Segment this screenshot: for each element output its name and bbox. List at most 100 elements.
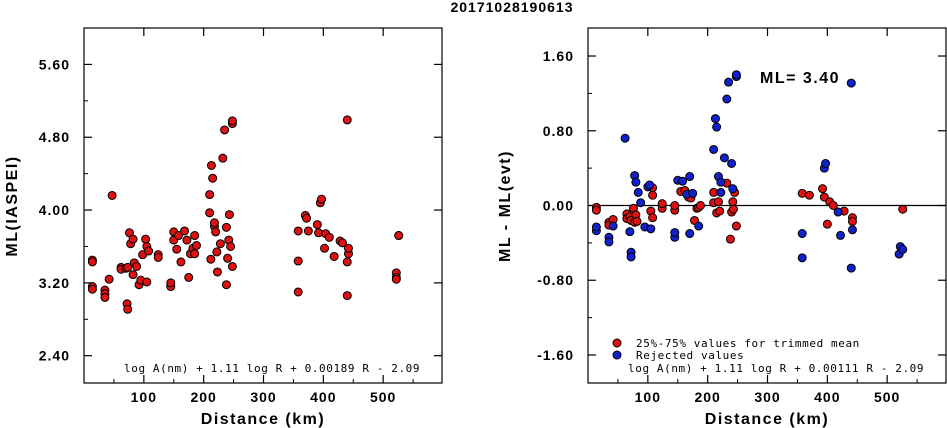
formula-right: log A(nm) + 1.11 log R + 0.00111 R - 2.0… — [628, 362, 924, 375]
data-point-accepted — [293, 256, 303, 266]
data-point-accepted — [221, 222, 231, 232]
x-axis-label-right: Distance (km) — [705, 411, 829, 428]
data-point-accepted — [302, 213, 312, 223]
data-point-accepted — [312, 220, 322, 230]
data-point-accepted — [184, 272, 194, 282]
x-axis-label-left: Distance (km) — [201, 411, 325, 428]
legend-marker-rejected — [612, 350, 622, 360]
data-point-rejected — [712, 122, 722, 132]
y-tick-label-left: 5.60 — [39, 56, 70, 72]
data-point-accepted — [221, 280, 231, 290]
data-point-rejected — [709, 144, 719, 154]
data-point-accepted — [725, 234, 735, 244]
legend-marker-accepted — [612, 338, 622, 348]
data-point-accepted — [166, 278, 176, 288]
data-point-accepted — [206, 254, 216, 264]
data-point-rejected — [636, 198, 646, 208]
data-point-accepted — [144, 246, 154, 256]
data-point-accepted — [212, 247, 222, 257]
data-point-rejected — [678, 176, 688, 186]
data-point-accepted — [695, 201, 705, 210]
y-tick-label-right: 0.80 — [543, 123, 574, 139]
figure-title: 20171028190613 — [450, 0, 573, 15]
y-tick-label-left: 2.40 — [39, 348, 70, 364]
data-point-accepted — [205, 190, 215, 200]
data-point-rejected — [846, 263, 856, 273]
data-point-accepted — [220, 125, 230, 135]
data-point-accepted — [212, 267, 222, 277]
data-point-accepted — [153, 252, 163, 262]
x-tick-label-right: 200 — [694, 389, 720, 405]
data-point-accepted — [804, 190, 814, 200]
data-point-rejected — [694, 221, 704, 231]
ml-annotation: ML= 3.40 — [760, 70, 840, 87]
data-point-rejected — [626, 252, 636, 262]
data-point-rejected — [620, 133, 630, 143]
data-point-rejected — [710, 114, 720, 124]
data-point-accepted — [123, 262, 133, 272]
data-point-accepted — [208, 173, 218, 183]
x-tick-label-right: 500 — [874, 389, 900, 405]
data-point-accepted — [206, 160, 216, 170]
data-point-rejected — [608, 221, 618, 231]
data-point-accepted — [728, 204, 738, 214]
data-point-accepted — [591, 205, 601, 215]
data-point-accepted — [227, 116, 237, 126]
data-point-accepted — [293, 287, 303, 297]
chart-right: ML= 3.40 25%-75% values for trimmed mean… — [497, 27, 947, 428]
data-point-accepted — [632, 216, 642, 226]
data-point-accepted — [731, 221, 741, 231]
data-point-accepted — [648, 190, 658, 200]
x-tick-label-right: 100 — [635, 389, 661, 405]
data-point-accepted — [224, 210, 234, 220]
data-point-accepted — [715, 206, 725, 216]
data-point-accepted — [728, 197, 738, 207]
data-point-rejected — [591, 222, 601, 232]
data-point-accepted — [670, 201, 680, 210]
data-point-rejected — [688, 188, 698, 198]
legend-label-rejected: Rejected values — [636, 349, 744, 362]
data-point-accepted — [391, 274, 401, 284]
plot-frame-left — [83, 27, 443, 384]
data-point-rejected — [835, 230, 845, 240]
data-point-accepted — [657, 199, 667, 209]
data-point-accepted — [211, 227, 221, 237]
data-point-accepted — [87, 257, 97, 267]
data-point-accepted — [180, 226, 190, 236]
data-point-rejected — [846, 78, 856, 88]
formula-left: log A(nm) + 1.11 log R + 0.00189 R - 2.0… — [124, 362, 420, 375]
data-point-rejected — [728, 184, 738, 194]
data-point-accepted — [104, 274, 114, 284]
x-tick-label-left: 200 — [190, 389, 216, 405]
data-point-accepted — [205, 208, 215, 218]
data-point-rejected — [685, 229, 695, 239]
data-point-accepted — [172, 244, 182, 254]
y-tick-label-right: 1.60 — [543, 48, 574, 64]
y-axis-label-right: ML - ML(evt) — [497, 150, 514, 262]
data-point-rejected — [797, 229, 807, 239]
data-point-rejected — [604, 237, 614, 247]
data-point-accepted — [176, 257, 186, 267]
data-point-accepted — [174, 231, 184, 241]
data-point-accepted — [713, 197, 723, 207]
data-point-accepted — [142, 277, 152, 287]
x-tick-label-right: 300 — [754, 389, 780, 405]
data-point-accepted — [191, 241, 201, 251]
x-tick-label-right: 400 — [814, 389, 840, 405]
data-point-rejected — [685, 172, 695, 182]
y-axis-label-left: ML(IASPEI) — [4, 155, 21, 256]
data-point-accepted — [226, 241, 236, 251]
data-point-accepted — [209, 218, 219, 228]
data-point-accepted — [342, 291, 352, 301]
data-point-rejected — [716, 187, 726, 197]
data-point-accepted — [190, 231, 200, 241]
data-point-accepted — [828, 201, 838, 210]
y-tick-label-right: -1.60 — [537, 347, 574, 363]
y-tick-label-right: 0.00 — [543, 198, 574, 214]
data-point-rejected — [719, 153, 729, 163]
y-tick-label-left: 3.20 — [39, 275, 70, 291]
data-point-accepted — [320, 243, 330, 253]
data-point-accepted — [182, 235, 192, 245]
data-point-accepted — [123, 304, 133, 314]
data-point-accepted — [342, 257, 352, 267]
